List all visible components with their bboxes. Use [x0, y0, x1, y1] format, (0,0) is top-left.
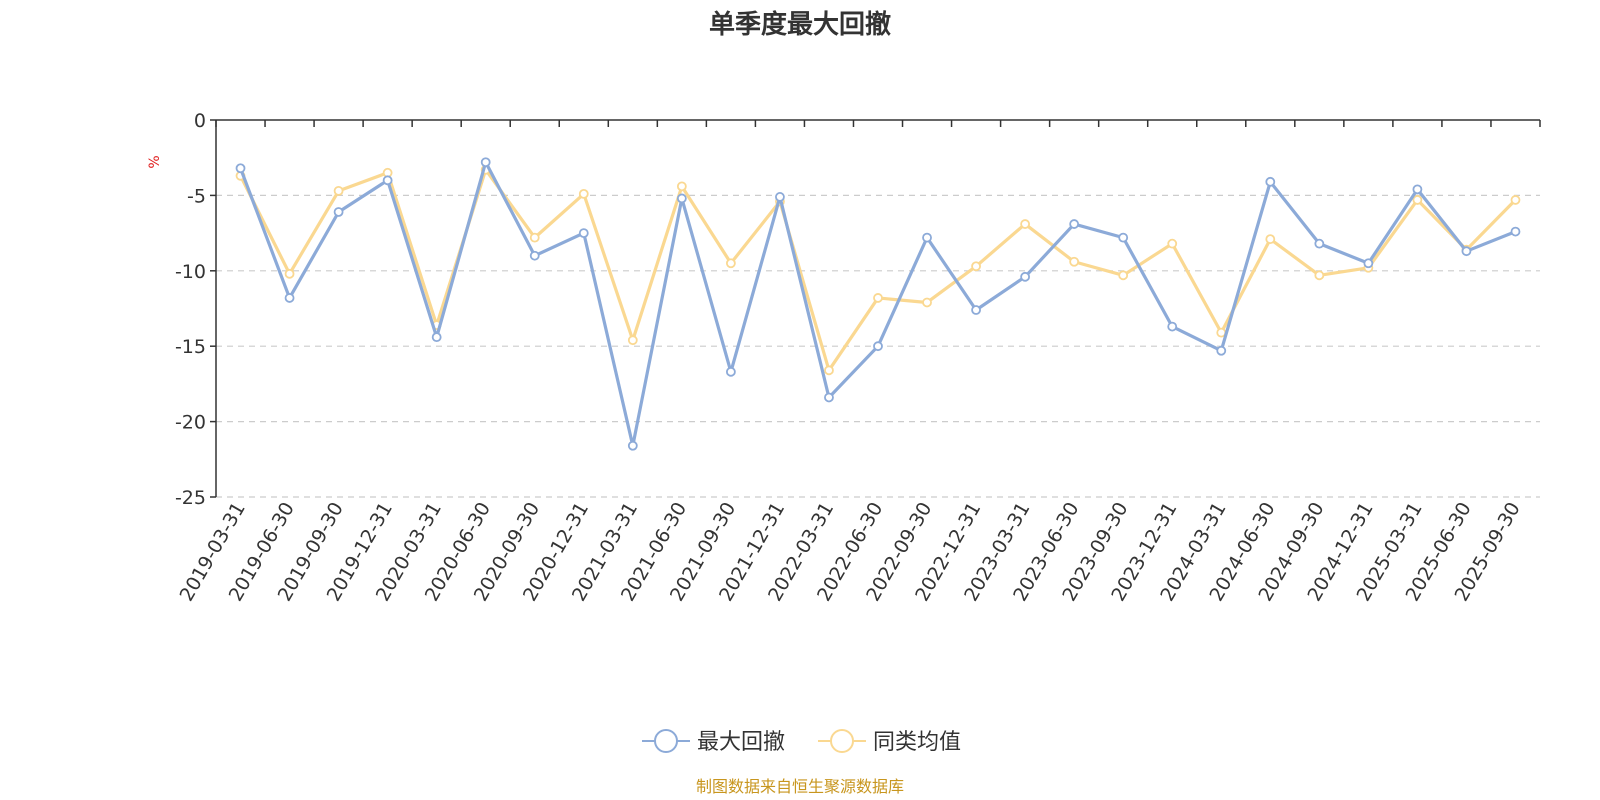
- data-point[interactable]: [971, 305, 981, 315]
- data-point[interactable]: [627, 335, 638, 346]
- data-point[interactable]: [1461, 246, 1472, 257]
- data-point[interactable]: [1314, 270, 1325, 281]
- legend-label: 同类均值: [873, 730, 961, 755]
- data-point[interactable]: [529, 250, 540, 261]
- data-point[interactable]: [578, 228, 589, 239]
- data-point[interactable]: [1363, 258, 1374, 269]
- y-tick-label: -15: [175, 336, 206, 358]
- data-point[interactable]: [725, 258, 736, 269]
- chart-title: 单季度最大回撤: [709, 9, 891, 40]
- data-point[interactable]: [284, 293, 295, 303]
- data-point[interactable]: [1167, 238, 1178, 249]
- data-point[interactable]: [1510, 195, 1521, 205]
- legend[interactable]: 最大回撤 同类均值: [642, 729, 961, 755]
- data-point[interactable]: [431, 332, 442, 343]
- legend-item-1[interactable]: 最大回撤: [642, 729, 785, 755]
- data-point[interactable]: [1412, 195, 1423, 205]
- data-point[interactable]: [333, 207, 344, 217]
- data-point[interactable]: [775, 192, 785, 202]
- data-point[interactable]: [382, 175, 393, 186]
- data-point[interactable]: [1167, 321, 1178, 332]
- data-point[interactable]: [676, 193, 687, 204]
- data-point[interactable]: [578, 188, 589, 199]
- data-point[interactable]: [1510, 226, 1521, 237]
- data-point[interactable]: [235, 163, 246, 174]
- data-point[interactable]: [824, 392, 834, 403]
- y-tick-label: 0: [194, 110, 206, 132]
- series-line: [238, 168, 1518, 372]
- data-point[interactable]: [971, 261, 981, 272]
- data-point[interactable]: [824, 365, 834, 376]
- data-point[interactable]: [873, 293, 883, 303]
- data-point[interactable]: [1265, 176, 1276, 187]
- data-point[interactable]: [1265, 234, 1276, 245]
- data-source-note: 制图数据来自恒生聚源数据库: [696, 777, 904, 796]
- y-tick-label: -5: [187, 185, 206, 207]
- series-1: [235, 157, 1521, 451]
- legend-label: 最大回撤: [697, 730, 785, 755]
- data-point[interactable]: [1069, 256, 1080, 267]
- data-point[interactable]: [1118, 270, 1129, 281]
- data-point[interactable]: [873, 341, 883, 352]
- data-point[interactable]: [725, 366, 736, 377]
- data-point[interactable]: [1020, 219, 1031, 229]
- data-point[interactable]: [529, 232, 540, 243]
- legend-circle-icon: [654, 729, 678, 753]
- data-point[interactable]: [1216, 345, 1227, 356]
- data-point[interactable]: [627, 440, 638, 451]
- legend-circle-icon: [830, 729, 854, 753]
- data-point[interactable]: [284, 268, 295, 279]
- data-point[interactable]: [480, 157, 491, 168]
- data-point[interactable]: [1118, 232, 1129, 243]
- data-point[interactable]: [676, 181, 687, 192]
- series-line: [238, 160, 1518, 448]
- series-lines: [235, 157, 1521, 451]
- data-point[interactable]: [922, 297, 932, 308]
- y-tick-label: -25: [175, 487, 206, 509]
- y-axis-unit-label: %: [147, 155, 163, 168]
- data-point[interactable]: [333, 185, 344, 196]
- data-point[interactable]: [922, 232, 932, 243]
- data-point[interactable]: [1020, 271, 1031, 282]
- y-tick-label: -10: [175, 261, 206, 283]
- data-point[interactable]: [1412, 184, 1423, 195]
- y-tick-label: -20: [175, 412, 206, 434]
- data-point[interactable]: [1069, 219, 1080, 229]
- data-point[interactable]: [1314, 238, 1325, 249]
- legend-item-2[interactable]: 同类均值: [818, 729, 961, 755]
